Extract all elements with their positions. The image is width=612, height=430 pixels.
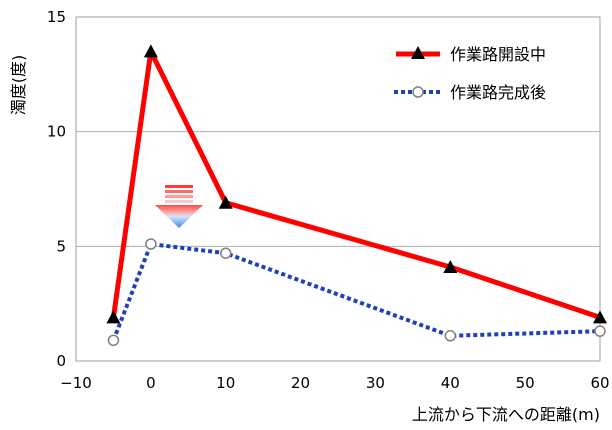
series-2-point-0 <box>107 334 120 347</box>
x-tick-label-5: 40 <box>441 374 460 392</box>
x-tick-label-4: 30 <box>366 374 385 392</box>
y-tick-label-0: 0 <box>56 352 66 370</box>
y-tick-label-2: 10 <box>47 123 66 141</box>
tick-layer: 0 5 10 15 −10 0 10 20 30 40 50 60 <box>47 8 610 392</box>
x-tick-label-0: −10 <box>60 374 92 392</box>
series-1-point-1 <box>143 44 158 58</box>
legend-marker-series-1 <box>411 46 425 59</box>
y-tick-label-1: 5 <box>56 237 66 255</box>
x-tick-label-2: 10 <box>216 374 235 392</box>
plot-frame <box>75 16 601 362</box>
x-axis-label: 上流から下流への距離(m) <box>412 405 600 424</box>
x-tick-label-7: 60 <box>590 374 609 392</box>
legend-label-series-2: 作業路完成後 <box>450 83 546 102</box>
y-axis-label: 濁度(度) <box>9 55 28 116</box>
down-arrow-icon <box>155 185 203 228</box>
series-1-point-0 <box>106 310 121 324</box>
series-2-point-3 <box>444 330 457 342</box>
series-2-point-4 <box>594 325 606 337</box>
series-1-point-3 <box>443 259 458 273</box>
legend-label-series-1: 作業路開設中 <box>450 45 546 64</box>
legend: 作業路開設中 作業路完成後 <box>394 45 546 102</box>
x-tick-label-1: 0 <box>146 374 156 392</box>
y-tick-label-3: 15 <box>47 8 66 26</box>
series-1-point-4 <box>593 310 607 324</box>
series-2-point-2 <box>219 247 232 259</box>
x-tick-label-3: 20 <box>291 374 310 392</box>
series-layer <box>106 44 607 347</box>
grid-layer <box>76 131 600 247</box>
legend-marker-series-2 <box>412 86 424 98</box>
series-2-point-1 <box>145 238 157 250</box>
series-1-point-2 <box>218 195 233 209</box>
x-tick-label-6: 50 <box>516 374 535 392</box>
